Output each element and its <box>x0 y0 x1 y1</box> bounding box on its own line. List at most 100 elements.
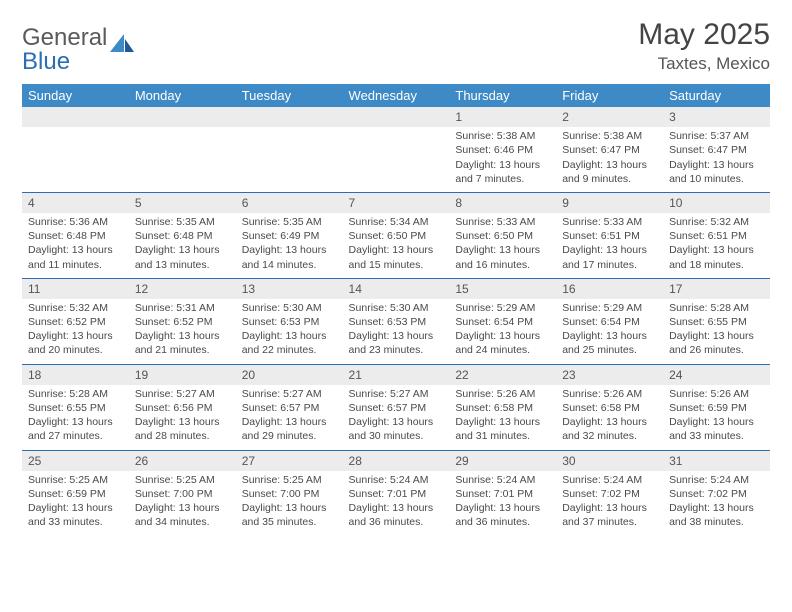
day-body: Sunrise: 5:29 AMSunset: 6:54 PMDaylight:… <box>449 299 556 364</box>
sunrise-line: Sunrise: 5:27 AM <box>349 387 444 401</box>
day-number: 13 <box>236 279 343 299</box>
day-body: Sunrise: 5:38 AMSunset: 6:46 PMDaylight:… <box>449 127 556 192</box>
day-body: Sunrise: 5:27 AMSunset: 6:56 PMDaylight:… <box>129 385 236 450</box>
daylight-line: Daylight: 13 hours and 14 minutes. <box>242 243 337 271</box>
logo: GeneralBlue <box>22 18 134 76</box>
calendar-cell: 24Sunrise: 5:26 AMSunset: 6:59 PMDayligh… <box>663 364 770 450</box>
calendar-cell: 4Sunrise: 5:36 AMSunset: 6:48 PMDaylight… <box>22 192 129 278</box>
day-number: 8 <box>449 193 556 213</box>
daylight-line: Daylight: 13 hours and 9 minutes. <box>562 158 657 186</box>
day-body: Sunrise: 5:27 AMSunset: 6:57 PMDaylight:… <box>343 385 450 450</box>
calendar-cell: 5Sunrise: 5:35 AMSunset: 6:48 PMDaylight… <box>129 192 236 278</box>
daylight-line: Daylight: 13 hours and 16 minutes. <box>455 243 550 271</box>
sunrise-line: Sunrise: 5:24 AM <box>669 473 764 487</box>
daylight-line: Daylight: 13 hours and 11 minutes. <box>28 243 123 271</box>
day-number: 20 <box>236 365 343 385</box>
sunrise-line: Sunrise: 5:27 AM <box>242 387 337 401</box>
daylight-line: Daylight: 13 hours and 35 minutes. <box>242 501 337 529</box>
day-number: 31 <box>663 451 770 471</box>
day-number: 26 <box>129 451 236 471</box>
daylight-line: Daylight: 13 hours and 30 minutes. <box>349 415 444 443</box>
sunset-line: Sunset: 6:52 PM <box>135 315 230 329</box>
sunrise-line: Sunrise: 5:32 AM <box>28 301 123 315</box>
sunset-line: Sunset: 6:47 PM <box>669 143 764 157</box>
day-number: 10 <box>663 193 770 213</box>
day-number: 14 <box>343 279 450 299</box>
sunset-line: Sunset: 7:00 PM <box>242 487 337 501</box>
location: Taxtes, Mexico <box>638 54 770 74</box>
sunrise-line: Sunrise: 5:27 AM <box>135 387 230 401</box>
calendar-cell <box>22 107 129 192</box>
daylight-line: Daylight: 13 hours and 36 minutes. <box>455 501 550 529</box>
sunset-line: Sunset: 7:00 PM <box>135 487 230 501</box>
sunrise-line: Sunrise: 5:24 AM <box>562 473 657 487</box>
calendar-cell <box>236 107 343 192</box>
calendar-cell: 17Sunrise: 5:28 AMSunset: 6:55 PMDayligh… <box>663 278 770 364</box>
sunset-line: Sunset: 6:51 PM <box>669 229 764 243</box>
calendar-cell: 10Sunrise: 5:32 AMSunset: 6:51 PMDayligh… <box>663 192 770 278</box>
sunset-line: Sunset: 6:53 PM <box>242 315 337 329</box>
calendar-row: 18Sunrise: 5:28 AMSunset: 6:55 PMDayligh… <box>22 364 770 450</box>
calendar-cell: 13Sunrise: 5:30 AMSunset: 6:53 PMDayligh… <box>236 278 343 364</box>
calendar-cell: 1Sunrise: 5:38 AMSunset: 6:46 PMDaylight… <box>449 107 556 192</box>
sunrise-line: Sunrise: 5:38 AM <box>562 129 657 143</box>
calendar-cell: 7Sunrise: 5:34 AMSunset: 6:50 PMDaylight… <box>343 192 450 278</box>
day-number: 2 <box>556 107 663 127</box>
sunset-line: Sunset: 6:50 PM <box>455 229 550 243</box>
sunset-line: Sunset: 6:54 PM <box>562 315 657 329</box>
daylight-line: Daylight: 13 hours and 10 minutes. <box>669 158 764 186</box>
daylight-line: Daylight: 13 hours and 7 minutes. <box>455 158 550 186</box>
day-number <box>343 107 450 127</box>
day-number: 9 <box>556 193 663 213</box>
day-number <box>129 107 236 127</box>
day-number: 12 <box>129 279 236 299</box>
day-number: 28 <box>343 451 450 471</box>
daylight-line: Daylight: 13 hours and 38 minutes. <box>669 501 764 529</box>
day-number: 6 <box>236 193 343 213</box>
title-block: May 2025 Taxtes, Mexico <box>638 18 770 74</box>
day-number: 23 <box>556 365 663 385</box>
calendar-cell: 19Sunrise: 5:27 AMSunset: 6:56 PMDayligh… <box>129 364 236 450</box>
logo-text-blue: Blue <box>22 48 134 76</box>
weekday-header: Friday <box>556 84 663 107</box>
calendar-row: 1Sunrise: 5:38 AMSunset: 6:46 PMDaylight… <box>22 107 770 192</box>
calendar-cell: 9Sunrise: 5:33 AMSunset: 6:51 PMDaylight… <box>556 192 663 278</box>
day-number: 29 <box>449 451 556 471</box>
header: GeneralBlue May 2025 Taxtes, Mexico <box>22 18 770 76</box>
day-body: Sunrise: 5:24 AMSunset: 7:02 PMDaylight:… <box>663 471 770 536</box>
day-body: Sunrise: 5:28 AMSunset: 6:55 PMDaylight:… <box>663 299 770 364</box>
day-body: Sunrise: 5:31 AMSunset: 6:52 PMDaylight:… <box>129 299 236 364</box>
day-body: Sunrise: 5:32 AMSunset: 6:51 PMDaylight:… <box>663 213 770 278</box>
sunrise-line: Sunrise: 5:26 AM <box>562 387 657 401</box>
day-body: Sunrise: 5:32 AMSunset: 6:52 PMDaylight:… <box>22 299 129 364</box>
day-number: 19 <box>129 365 236 385</box>
sunrise-line: Sunrise: 5:28 AM <box>28 387 123 401</box>
sunset-line: Sunset: 6:55 PM <box>669 315 764 329</box>
weekday-header: Wednesday <box>343 84 450 107</box>
day-body <box>343 127 450 149</box>
weekday-header: Saturday <box>663 84 770 107</box>
calendar-row: 11Sunrise: 5:32 AMSunset: 6:52 PMDayligh… <box>22 278 770 364</box>
calendar-cell <box>343 107 450 192</box>
calendar-cell: 28Sunrise: 5:24 AMSunset: 7:01 PMDayligh… <box>343 450 450 535</box>
calendar-cell: 8Sunrise: 5:33 AMSunset: 6:50 PMDaylight… <box>449 192 556 278</box>
day-number: 15 <box>449 279 556 299</box>
sunrise-line: Sunrise: 5:28 AM <box>669 301 764 315</box>
calendar-cell: 16Sunrise: 5:29 AMSunset: 6:54 PMDayligh… <box>556 278 663 364</box>
day-body: Sunrise: 5:24 AMSunset: 7:01 PMDaylight:… <box>343 471 450 536</box>
sunrise-line: Sunrise: 5:30 AM <box>242 301 337 315</box>
calendar-cell: 11Sunrise: 5:32 AMSunset: 6:52 PMDayligh… <box>22 278 129 364</box>
day-body: Sunrise: 5:33 AMSunset: 6:50 PMDaylight:… <box>449 213 556 278</box>
day-number: 18 <box>22 365 129 385</box>
sunset-line: Sunset: 6:53 PM <box>349 315 444 329</box>
sunset-line: Sunset: 6:50 PM <box>349 229 444 243</box>
daylight-line: Daylight: 13 hours and 37 minutes. <box>562 501 657 529</box>
calendar-cell: 23Sunrise: 5:26 AMSunset: 6:58 PMDayligh… <box>556 364 663 450</box>
calendar-cell: 18Sunrise: 5:28 AMSunset: 6:55 PMDayligh… <box>22 364 129 450</box>
day-body: Sunrise: 5:37 AMSunset: 6:47 PMDaylight:… <box>663 127 770 192</box>
weekday-header: Monday <box>129 84 236 107</box>
calendar-head: SundayMondayTuesdayWednesdayThursdayFrid… <box>22 84 770 107</box>
sunset-line: Sunset: 6:58 PM <box>455 401 550 415</box>
daylight-line: Daylight: 13 hours and 15 minutes. <box>349 243 444 271</box>
daylight-line: Daylight: 13 hours and 32 minutes. <box>562 415 657 443</box>
